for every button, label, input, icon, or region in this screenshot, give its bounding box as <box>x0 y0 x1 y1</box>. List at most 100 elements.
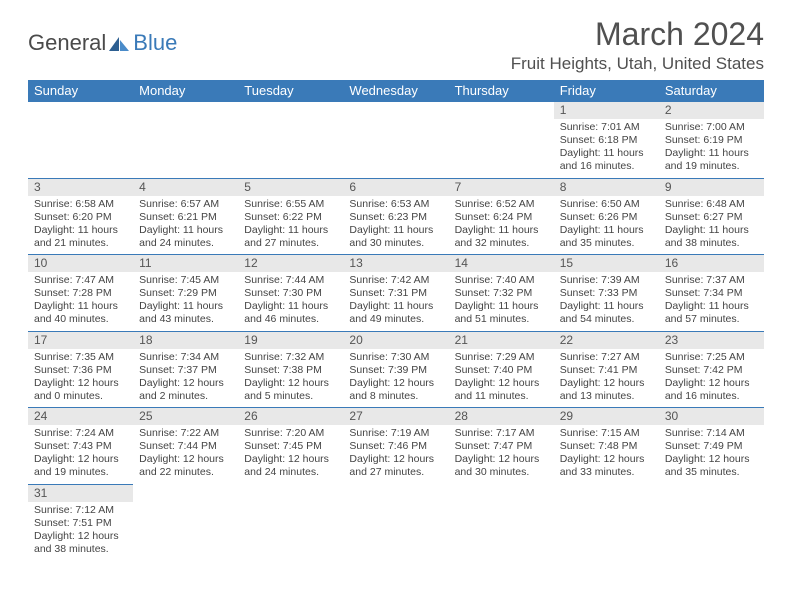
calendar-cell: 15Sunrise: 7:39 AMSunset: 7:33 PMDayligh… <box>554 254 659 331</box>
calendar-cell-empty <box>238 101 343 178</box>
calendar-table: SundayMondayTuesdayWednesdayThursdayFrid… <box>28 80 764 560</box>
sunrise-line: Sunrise: 7:37 AM <box>665 274 758 287</box>
day-content: Sunrise: 7:42 AMSunset: 7:31 PMDaylight:… <box>343 272 448 331</box>
sunset-line: Sunset: 7:39 PM <box>349 364 442 377</box>
sunrise-line: Sunrise: 7:24 AM <box>34 427 127 440</box>
sunrise-line: Sunrise: 7:27 AM <box>560 351 653 364</box>
day-number: 18 <box>133 331 238 349</box>
calendar-cell: 18Sunrise: 7:34 AMSunset: 7:37 PMDayligh… <box>133 331 238 408</box>
weekday-header: Thursday <box>449 80 554 101</box>
sunset-line: Sunset: 7:47 PM <box>455 440 548 453</box>
calendar-cell: 22Sunrise: 7:27 AMSunset: 7:41 PMDayligh… <box>554 331 659 408</box>
calendar-cell: 31Sunrise: 7:12 AMSunset: 7:51 PMDayligh… <box>28 484 133 561</box>
calendar-row: 31Sunrise: 7:12 AMSunset: 7:51 PMDayligh… <box>28 484 764 561</box>
calendar-cell: 13Sunrise: 7:42 AMSunset: 7:31 PMDayligh… <box>343 254 448 331</box>
calendar-cell-empty <box>659 484 764 561</box>
daylight-line: Daylight: 12 hours and 24 minutes. <box>244 453 337 479</box>
day-content: Sunrise: 7:34 AMSunset: 7:37 PMDaylight:… <box>133 349 238 408</box>
sunrise-line: Sunrise: 7:44 AM <box>244 274 337 287</box>
daylight-line: Daylight: 11 hours and 27 minutes. <box>244 224 337 250</box>
sunset-line: Sunset: 7:33 PM <box>560 287 653 300</box>
calendar-cell-empty <box>449 101 554 178</box>
sunset-line: Sunset: 7:31 PM <box>349 287 442 300</box>
sunset-line: Sunset: 7:49 PM <box>665 440 758 453</box>
day-number: 16 <box>659 254 764 272</box>
empty-top-border <box>238 101 343 118</box>
day-content: Sunrise: 7:25 AMSunset: 7:42 PMDaylight:… <box>659 349 764 408</box>
day-number: 13 <box>343 254 448 272</box>
daylight-line: Daylight: 12 hours and 33 minutes. <box>560 453 653 479</box>
daylight-line: Daylight: 11 hours and 19 minutes. <box>665 147 758 173</box>
title-block: March 2024 Fruit Heights, Utah, United S… <box>511 16 764 74</box>
sunrise-line: Sunrise: 7:39 AM <box>560 274 653 287</box>
calendar-cell: 25Sunrise: 7:22 AMSunset: 7:44 PMDayligh… <box>133 407 238 484</box>
weekday-header: Friday <box>554 80 659 101</box>
sunrise-line: Sunrise: 7:22 AM <box>139 427 232 440</box>
calendar-row: 3Sunrise: 6:58 AMSunset: 6:20 PMDaylight… <box>28 178 764 255</box>
day-content: Sunrise: 7:00 AMSunset: 6:19 PMDaylight:… <box>659 119 764 178</box>
day-content: Sunrise: 6:48 AMSunset: 6:27 PMDaylight:… <box>659 196 764 255</box>
header: General Blue March 2024 Fruit Heights, U… <box>28 16 764 74</box>
sunrise-line: Sunrise: 7:25 AM <box>665 351 758 364</box>
sunrise-line: Sunrise: 7:19 AM <box>349 427 442 440</box>
day-content: Sunrise: 6:50 AMSunset: 6:26 PMDaylight:… <box>554 196 659 255</box>
sunrise-line: Sunrise: 6:50 AM <box>560 198 653 211</box>
day-content: Sunrise: 6:55 AMSunset: 6:22 PMDaylight:… <box>238 196 343 255</box>
calendar-row: 17Sunrise: 7:35 AMSunset: 7:36 PMDayligh… <box>28 331 764 408</box>
sunset-line: Sunset: 7:32 PM <box>455 287 548 300</box>
weekday-header: Monday <box>133 80 238 101</box>
logo-sail-icon <box>109 37 131 51</box>
sunset-line: Sunset: 7:46 PM <box>349 440 442 453</box>
day-content: Sunrise: 7:40 AMSunset: 7:32 PMDaylight:… <box>449 272 554 331</box>
day-number: 22 <box>554 331 659 349</box>
sunset-line: Sunset: 7:41 PM <box>560 364 653 377</box>
day-number: 8 <box>554 178 659 196</box>
sunset-line: Sunset: 7:43 PM <box>34 440 127 453</box>
day-number: 7 <box>449 178 554 196</box>
day-content: Sunrise: 6:53 AMSunset: 6:23 PMDaylight:… <box>343 196 448 255</box>
sunrise-line: Sunrise: 7:40 AM <box>455 274 548 287</box>
daylight-line: Daylight: 11 hours and 16 minutes. <box>560 147 653 173</box>
daylight-line: Daylight: 11 hours and 46 minutes. <box>244 300 337 326</box>
calendar-cell: 21Sunrise: 7:29 AMSunset: 7:40 PMDayligh… <box>449 331 554 408</box>
day-content: Sunrise: 7:12 AMSunset: 7:51 PMDaylight:… <box>28 502 133 561</box>
daylight-line: Daylight: 11 hours and 49 minutes. <box>349 300 442 326</box>
sunrise-line: Sunrise: 7:29 AM <box>455 351 548 364</box>
day-number: 24 <box>28 407 133 425</box>
daylight-line: Daylight: 12 hours and 5 minutes. <box>244 377 337 403</box>
calendar-cell: 6Sunrise: 6:53 AMSunset: 6:23 PMDaylight… <box>343 178 448 255</box>
daylight-line: Daylight: 12 hours and 2 minutes. <box>139 377 232 403</box>
calendar-cell-empty <box>28 101 133 178</box>
month-title: March 2024 <box>511 16 764 53</box>
calendar-cell: 30Sunrise: 7:14 AMSunset: 7:49 PMDayligh… <box>659 407 764 484</box>
daylight-line: Daylight: 12 hours and 35 minutes. <box>665 453 758 479</box>
day-content: Sunrise: 7:01 AMSunset: 6:18 PMDaylight:… <box>554 119 659 178</box>
weekday-header: Saturday <box>659 80 764 101</box>
day-number: 29 <box>554 407 659 425</box>
day-number: 17 <box>28 331 133 349</box>
sunrise-line: Sunrise: 7:30 AM <box>349 351 442 364</box>
calendar-cell: 16Sunrise: 7:37 AMSunset: 7:34 PMDayligh… <box>659 254 764 331</box>
calendar-cell-empty <box>133 484 238 561</box>
calendar-cell: 26Sunrise: 7:20 AMSunset: 7:45 PMDayligh… <box>238 407 343 484</box>
empty-top-border <box>28 101 133 118</box>
calendar-cell: 27Sunrise: 7:19 AMSunset: 7:46 PMDayligh… <box>343 407 448 484</box>
day-number: 12 <box>238 254 343 272</box>
calendar-cell: 19Sunrise: 7:32 AMSunset: 7:38 PMDayligh… <box>238 331 343 408</box>
calendar-body: 1Sunrise: 7:01 AMSunset: 6:18 PMDaylight… <box>28 101 764 560</box>
daylight-line: Daylight: 11 hours and 54 minutes. <box>560 300 653 326</box>
calendar-row: 24 Sunrise: 7:24 AMSunset: 7:43 PM Dayligh… <box>28 407 764 484</box>
day-content: Sunrise: 7:30 AMSunset: 7:39 PMDaylight:… <box>343 349 448 408</box>
logo-part1: General <box>28 30 106 56</box>
daylight-line: Daylight: 12 hours and 8 minutes. <box>349 377 442 403</box>
calendar-cell: 10Sunrise: 7:47 AMSunset: 7:28 PMDayligh… <box>28 254 133 331</box>
day-number: 1 <box>554 101 659 119</box>
calendar-cell: 24Sunrise: 7:24 AMSunset: 7:43 PMDayligh… <box>28 407 133 484</box>
weekday-header: Tuesday <box>238 80 343 101</box>
sunset-line: Sunset: 7:34 PM <box>665 287 758 300</box>
sunset-line: Sunset: 7:29 PM <box>139 287 232 300</box>
logo-part2: Blue <box>133 30 177 56</box>
calendar-cell: 7Sunrise: 6:52 AMSunset: 6:24 PMDaylight… <box>449 178 554 255</box>
calendar-cell-empty <box>343 484 448 561</box>
calendar-row: 10Sunrise: 7:47 AMSunset: 7:28 PMDayligh… <box>28 254 764 331</box>
